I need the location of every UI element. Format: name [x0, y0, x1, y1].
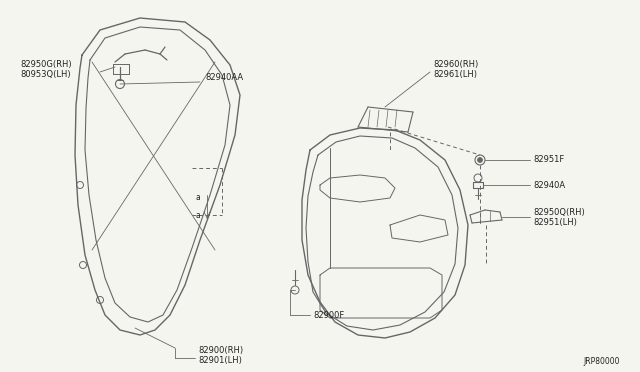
Text: 82950G(RH): 82950G(RH) — [20, 61, 72, 70]
Text: 82950Q(RH): 82950Q(RH) — [533, 208, 585, 217]
Text: 82901(LH): 82901(LH) — [198, 356, 242, 365]
Text: a: a — [196, 211, 201, 219]
Circle shape — [477, 157, 483, 163]
Text: 82900(RH): 82900(RH) — [198, 346, 243, 355]
Text: JRP80000: JRP80000 — [584, 357, 620, 366]
Text: 80953Q(LH): 80953Q(LH) — [20, 71, 70, 80]
Text: 82961(LH): 82961(LH) — [433, 71, 477, 80]
Text: 82960(RH): 82960(RH) — [433, 61, 478, 70]
Text: 82900F: 82900F — [313, 311, 344, 320]
Text: 82940A: 82940A — [533, 180, 565, 189]
Text: 82940AA: 82940AA — [205, 74, 243, 83]
Text: 82951(LH): 82951(LH) — [533, 218, 577, 227]
Text: a: a — [196, 193, 201, 202]
Text: 82951F: 82951F — [533, 155, 564, 164]
